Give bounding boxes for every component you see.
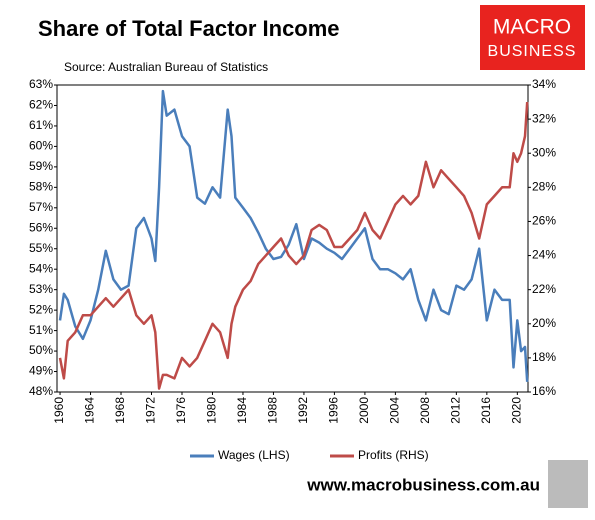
y-tick-label: 48% [29, 384, 53, 398]
y2-tick-label: 28% [532, 180, 556, 194]
y-tick-label: 60% [29, 139, 53, 153]
y-tick-label: 62% [29, 98, 53, 112]
legend-label: Wages (LHS) [218, 448, 290, 462]
x-tick-label: 2004 [388, 397, 402, 424]
y-tick-label: 51% [29, 323, 53, 337]
y2-tick-label: 22% [532, 282, 556, 296]
y-tick-label: 63% [29, 77, 53, 91]
x-tick-label: 1964 [83, 397, 97, 424]
x-tick-label: 1996 [327, 397, 341, 424]
logo-image [548, 460, 588, 508]
y-tick-label: 59% [29, 159, 53, 173]
plot-frame [56, 84, 529, 393]
y-tick-label: 58% [29, 180, 53, 194]
x-tick-label: 1980 [205, 397, 219, 424]
y2-tick-label: 34% [532, 77, 556, 91]
x-tick-label: 2020 [510, 397, 524, 424]
y2-tick-label: 26% [532, 214, 556, 228]
footer-url: www.macrobusiness.com.au [306, 475, 540, 494]
x-tick-label: 1968 [113, 397, 127, 424]
y-tick-label: 53% [29, 282, 53, 296]
logo-text: MACRO [493, 16, 571, 39]
logo-text: BUSINESS [488, 43, 577, 60]
x-tick-label: 2000 [357, 397, 371, 424]
chart-title: Share of Total Factor Income [38, 16, 340, 41]
chart-subtitle: Source: Australian Bureau of Statistics [64, 60, 268, 74]
y2-tick-label: 30% [532, 145, 556, 159]
y-tick-label: 55% [29, 241, 53, 255]
y2-tick-label: 16% [532, 384, 556, 398]
x-tick-label: 1972 [144, 397, 158, 424]
y-tick-label: 54% [29, 261, 53, 275]
series-line [58, 89, 529, 382]
y-tick-label: 57% [29, 200, 53, 214]
y-tick-label: 50% [29, 343, 53, 357]
y-tick-label: 49% [29, 364, 53, 378]
x-tick-label: 2016 [479, 397, 493, 424]
legend-label: Profits (RHS) [358, 448, 429, 462]
x-tick-label: 1984 [235, 397, 249, 424]
logo-box [480, 5, 585, 70]
y2-tick-label: 32% [532, 111, 556, 125]
x-tick-label: 2008 [418, 397, 432, 424]
y-tick-label: 52% [29, 302, 53, 316]
y2-tick-label: 24% [532, 248, 556, 262]
series-line [58, 102, 529, 390]
x-tick-label: 1960 [52, 397, 66, 424]
x-tick-label: 2012 [449, 397, 463, 424]
y-tick-label: 56% [29, 220, 53, 234]
x-tick-label: 1992 [296, 397, 310, 424]
y2-tick-label: 18% [532, 350, 556, 364]
y2-tick-label: 20% [532, 316, 556, 330]
y-tick-label: 61% [29, 118, 53, 132]
x-tick-label: 1988 [266, 397, 280, 424]
x-tick-label: 1976 [174, 397, 188, 424]
